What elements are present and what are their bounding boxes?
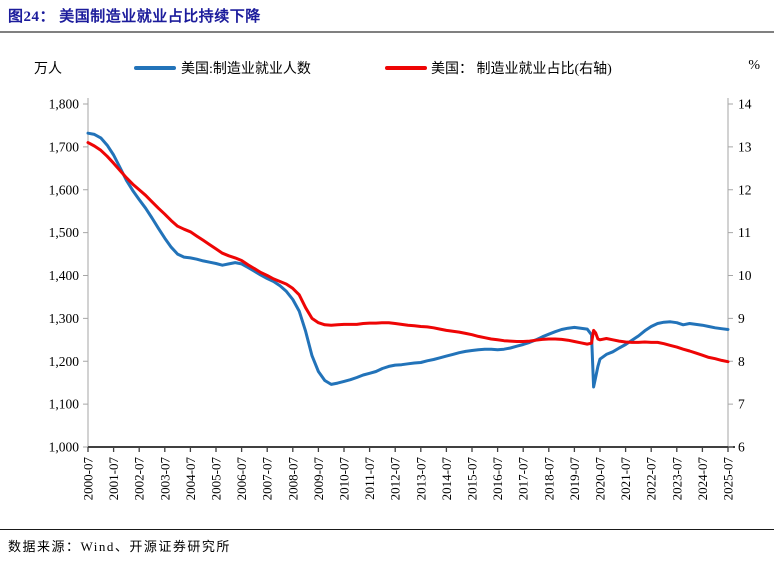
x-axis-tick-label: 2015-07 bbox=[465, 457, 480, 501]
x-axis-tick-label: 2009-07 bbox=[311, 457, 326, 501]
right-axis-tick-label: 13 bbox=[738, 139, 752, 154]
x-axis-tick-label: 2007-07 bbox=[260, 457, 275, 501]
x-axis-tick-label: 2017-07 bbox=[516, 457, 531, 501]
right-axis-tick-label: 10 bbox=[738, 268, 752, 283]
right-axis-tick-label: 9 bbox=[738, 311, 745, 326]
x-axis-tick-label: 2012-07 bbox=[388, 457, 403, 501]
x-axis-tick-label: 2018-07 bbox=[541, 457, 556, 501]
x-axis-tick-label: 2019-07 bbox=[567, 457, 582, 501]
x-axis-tick-label: 2014-07 bbox=[439, 457, 454, 501]
data-source-note: 数据来源：Wind、开源证券研究所 bbox=[8, 539, 231, 554]
x-axis-tick-label: 2024-07 bbox=[695, 457, 710, 501]
left-axis-tick-label: 1,800 bbox=[49, 97, 80, 112]
left-axis-tick-label: 1,300 bbox=[49, 311, 80, 326]
right-axis-tick-label: 7 bbox=[738, 397, 745, 412]
x-axis-tick-label: 2025-07 bbox=[721, 457, 736, 501]
x-axis-tick-label: 2016-07 bbox=[490, 457, 505, 501]
left-axis-tick-label: 1,000 bbox=[49, 440, 80, 455]
legend-swatch-share bbox=[385, 66, 427, 70]
right-axis-tick-label: 14 bbox=[738, 97, 752, 112]
x-axis-tick-label: 2002-07 bbox=[132, 457, 147, 501]
x-axis-tick-label: 2006-07 bbox=[234, 457, 249, 501]
employment-share-line bbox=[86, 141, 730, 364]
x-axis-tick-label: 2010-07 bbox=[337, 457, 352, 501]
x-axis-tick-label: 2008-07 bbox=[285, 457, 300, 501]
legend-label-share: 美国： 制造业就业占比(右轴) bbox=[431, 62, 612, 77]
x-axis-tick-label: 2013-07 bbox=[413, 457, 428, 501]
right-axis-tick-label: 11 bbox=[738, 225, 751, 240]
chart-legend: 万人 美国:制造业就业人数 美国： 制造业就业占比(右轴) % bbox=[0, 56, 774, 82]
left-axis-tick-label: 1,400 bbox=[49, 268, 80, 283]
left-axis-tick-label: 1,100 bbox=[49, 397, 80, 412]
left-axis-tick-label: 1,700 bbox=[49, 139, 80, 154]
title-divider bbox=[0, 31, 774, 33]
figure-title: 图24： 美国制造业就业占比持续下降 bbox=[8, 9, 261, 25]
x-axis-tick-label: 2004-07 bbox=[183, 457, 198, 501]
left-axis-tick-label: 1,200 bbox=[49, 354, 80, 369]
right-axis-unit-label: % bbox=[748, 58, 760, 73]
x-axis-tick-label: 2005-07 bbox=[209, 457, 224, 501]
legend-swatch-employment bbox=[134, 66, 176, 70]
x-axis-tick-label: 2022-07 bbox=[644, 457, 659, 501]
left-axis-tick-label: 1,600 bbox=[49, 182, 80, 197]
employment-count-line bbox=[86, 131, 730, 389]
x-axis-tick-label: 2003-07 bbox=[157, 457, 172, 501]
left-axis-tick-label: 1,500 bbox=[49, 225, 80, 240]
x-axis-tick-label: 2011-07 bbox=[362, 457, 377, 500]
right-axis-tick-label: 6 bbox=[738, 440, 745, 455]
x-axis-tick-label: 2021-07 bbox=[618, 457, 633, 501]
x-axis-tick-label: 2020-07 bbox=[593, 457, 608, 501]
x-axis-tick-label: 2023-07 bbox=[669, 457, 684, 501]
left-axis-unit-label: 万人 bbox=[34, 62, 62, 77]
right-axis-tick-label: 12 bbox=[738, 182, 752, 197]
footer-divider bbox=[0, 529, 774, 530]
x-axis-tick-label: 2000-07 bbox=[81, 457, 96, 501]
x-axis-tick-label: 2001-07 bbox=[106, 457, 121, 501]
legend-label-employment: 美国:制造业就业人数 bbox=[181, 62, 311, 77]
right-axis-tick-label: 8 bbox=[738, 354, 745, 369]
